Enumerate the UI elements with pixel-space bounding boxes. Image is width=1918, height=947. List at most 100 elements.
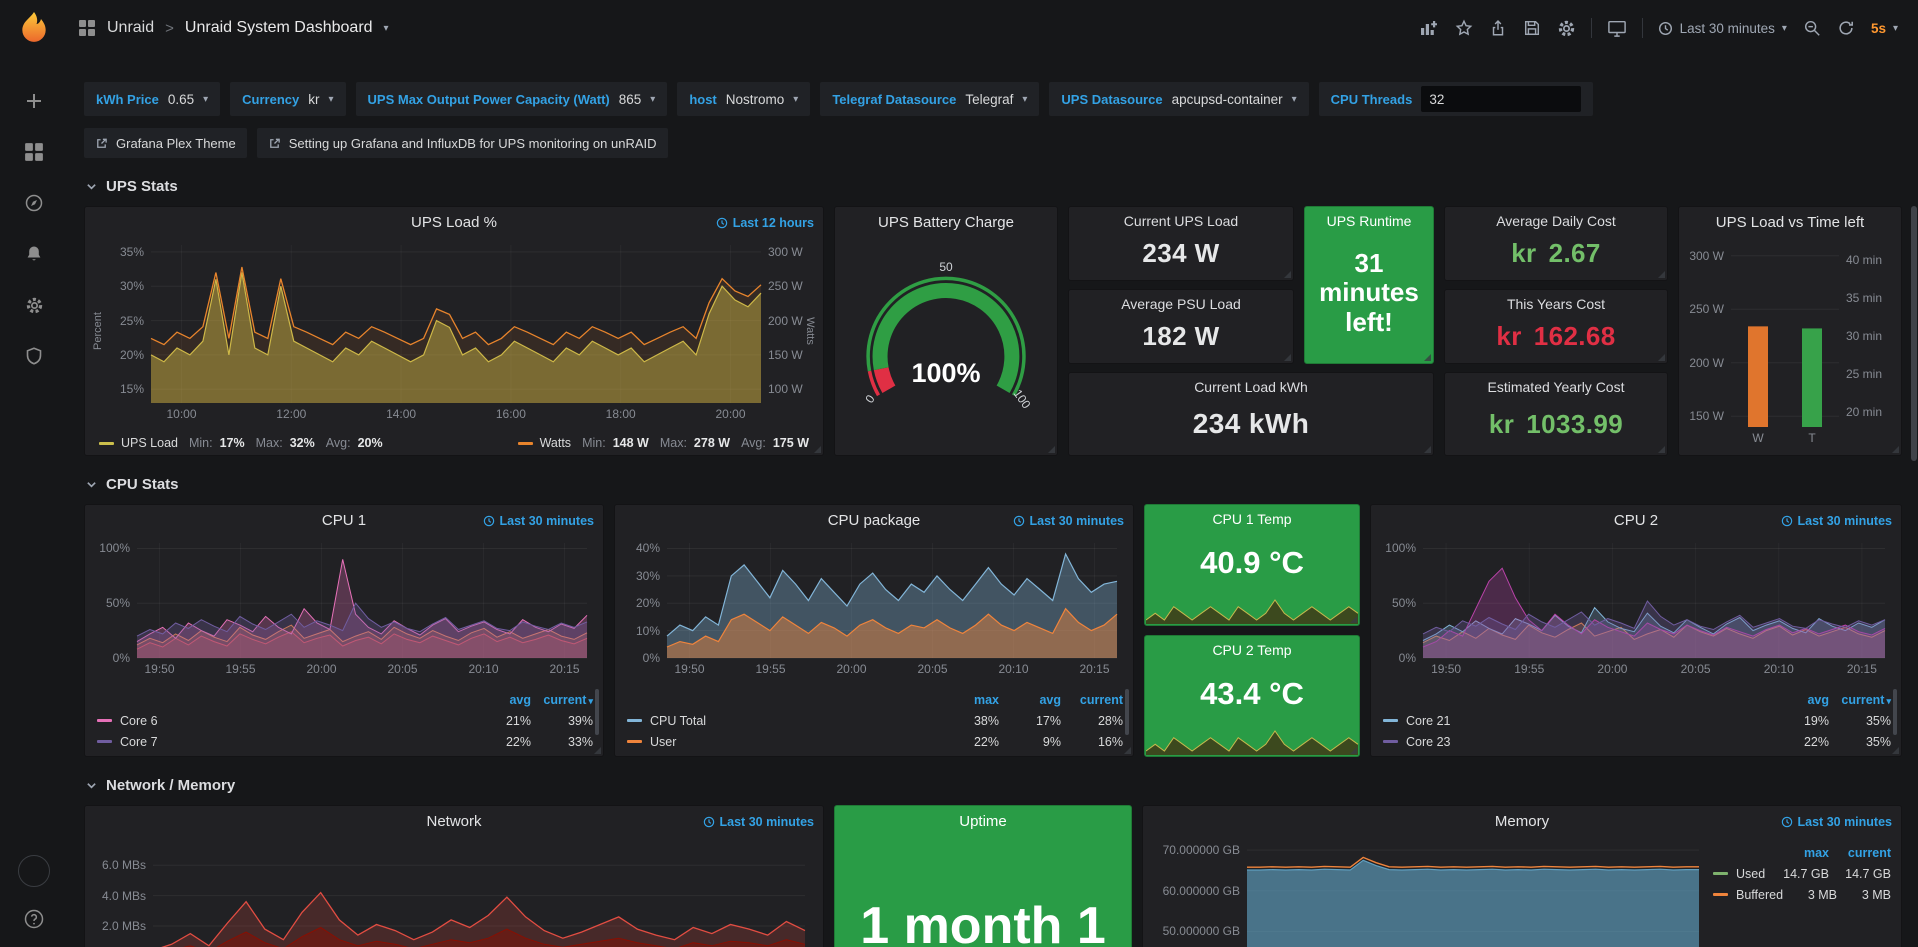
legend-item[interactable]: Core 6 (97, 714, 469, 728)
refresh-interval-picker[interactable]: 5s ▾ (1865, 13, 1904, 43)
dashboards-icon[interactable] (22, 140, 46, 164)
legend-sort-current[interactable]: current ▾ (543, 692, 593, 707)
panel-title[interactable]: Network (426, 813, 482, 830)
explore-icon[interactable] (22, 191, 46, 215)
series-color-dash (97, 719, 112, 722)
create-icon[interactable] (22, 89, 46, 113)
dashboard-links-row: Grafana Plex Theme Setting up Grafana an… (84, 128, 1902, 158)
panel-title[interactable]: UPS Load vs Time left (1715, 214, 1865, 231)
panel-title[interactable]: UPS Runtime (1326, 213, 1412, 229)
save-button[interactable] (1517, 13, 1547, 43)
panel-time-range[interactable]: Last 12 hours (716, 216, 814, 230)
load-vs-time-chart[interactable]: 150 W 200 W 250 W 300 W 20 min 25 min 30 min 35… (1689, 248, 1883, 445)
legend-scrollbar[interactable] (595, 689, 599, 735)
breadcrumb: Unraid > Unraid System Dashboard ▾ (78, 19, 389, 37)
time-range-picker[interactable]: Last 30 minutes ▾ (1652, 13, 1793, 43)
panel-title[interactable]: Current UPS Load (1123, 213, 1239, 229)
user-avatar[interactable] (18, 855, 50, 887)
variable-kwh-price[interactable]: kWh Price 0.65 ▾ (84, 82, 221, 116)
legend-sort-current[interactable]: current (1079, 692, 1123, 707)
panel-title[interactable]: This Years Cost (1506, 296, 1606, 312)
panel-title[interactable]: Average PSU Load (1121, 296, 1241, 312)
legend-item[interactable]: UPS Load Min: 17% Max: 32% Avg: 20% (99, 436, 383, 450)
configuration-gear-icon[interactable] (22, 293, 46, 317)
apps-grid-icon[interactable] (78, 19, 96, 37)
network-chart[interactable]: 2.0 MBs 4.0 MBs 6.0 MBs (93, 838, 813, 947)
variable-host[interactable]: host Nostromo ▾ (677, 82, 811, 116)
panel-title[interactable]: UPS Load % (411, 214, 497, 231)
section-network-memory[interactable]: Network / Memory (86, 775, 1902, 795)
panel-title[interactable]: Average Daily Cost (1496, 213, 1616, 229)
legend-sort-avg[interactable]: avg (1039, 692, 1061, 707)
cpu2-chart[interactable]: 0% 50% 100% 19:50 19:55 20:00 20:05 20:10 20:15 (1379, 537, 1893, 678)
legend-item[interactable]: User (627, 735, 937, 749)
legend-scrollbar[interactable] (1125, 689, 1129, 735)
legend-sort-avg[interactable]: avg (509, 692, 531, 707)
dashboard-content: kWh Price 0.65 ▾ Currency kr ▾ UPS Max Outpu… (68, 56, 1918, 947)
stat-value: 234 W (1142, 238, 1220, 268)
section-cpu-stats[interactable]: CPU Stats (86, 474, 1902, 494)
panel-time-range[interactable]: Last 30 minutes (1781, 815, 1892, 829)
legend-sort-avg[interactable]: avg (1807, 692, 1829, 707)
page-scrollbar[interactable] (1909, 56, 1918, 947)
panel-title[interactable]: Memory (1494, 813, 1550, 830)
legend-item[interactable]: Used (1713, 867, 1767, 881)
topbar: Unraid > Unraid System Dashboard ▾ Last … (68, 0, 1918, 56)
memory-chart[interactable]: 50.000000 GB 60.000000 GB 70.000000 GB (1151, 838, 1705, 947)
cpu-package-chart[interactable]: 0% 10% 20% 30% 40% 19:50 19:55 20:00 20:05 20:10 2… (623, 537, 1125, 678)
tv-mode-button[interactable] (1601, 13, 1633, 43)
panel-title[interactable]: CPU 1 (321, 512, 367, 529)
panel-title[interactable]: CPU 1 Temp (1212, 511, 1292, 527)
legend-item[interactable]: Core 7 (97, 735, 469, 749)
panel-time-range[interactable]: Last 30 minutes (1013, 514, 1124, 528)
help-icon[interactable] (22, 907, 46, 931)
panel-title[interactable]: CPU package (827, 512, 921, 529)
panel-time-range[interactable]: Last 30 minutes (703, 815, 814, 829)
server-admin-shield-icon[interactable] (22, 344, 46, 368)
cpu1-chart[interactable]: 0% 50% 100% 19:50 19:55 20:00 20:05 20:10 20:15 (93, 537, 595, 678)
cpu-threads-input[interactable] (1421, 86, 1582, 112)
panel-title[interactable]: CPU 2 (1613, 512, 1659, 529)
dashboard-link-plex-theme[interactable]: Grafana Plex Theme (84, 128, 247, 158)
panel-title[interactable]: Estimated Yearly Cost (1487, 379, 1625, 395)
dashboard-link-ups-monitoring[interactable]: Setting up Grafana and InfluxDB for UPS … (256, 128, 668, 158)
panel-time-range[interactable]: Last 30 minutes (1781, 514, 1892, 528)
refresh-button[interactable] (1831, 13, 1861, 43)
legend-item[interactable]: Buffered (1713, 888, 1783, 902)
legend-sort-max[interactable]: max (973, 692, 999, 707)
add-panel-button[interactable] (1413, 13, 1445, 43)
external-link-icon (268, 137, 281, 150)
legend-item[interactable]: Core 21 (1383, 714, 1767, 728)
alerting-bell-icon[interactable] (22, 242, 46, 266)
breadcrumb-folder[interactable]: Unraid (107, 19, 155, 36)
grafana-logo[interactable] (14, 9, 54, 49)
sidebar (0, 0, 68, 947)
legend-item[interactable]: Watts Min: 148 W Max: 278 W Avg: 175 W (517, 436, 809, 450)
panel-title[interactable]: Current Load kWh (1194, 379, 1308, 395)
section-ups-stats[interactable]: UPS Stats (86, 176, 1902, 196)
star-button[interactable] (1449, 13, 1479, 43)
variable-currency[interactable]: Currency kr ▾ (230, 82, 346, 116)
ups-load-chart[interactable]: 15% 20% 25% 30% 35% 100 W 150 W 200 W 250 W 300 W… (92, 244, 816, 421)
panel-title[interactable]: CPU 2 Temp (1212, 642, 1292, 658)
legend-scrollbar[interactable] (1893, 689, 1897, 735)
dashboard-title[interactable]: Unraid System Dashboard (184, 19, 373, 36)
dashboard-settings-button[interactable] (1551, 13, 1582, 43)
chevron-down-icon[interactable]: ▾ (383, 22, 389, 34)
legend-sort-current[interactable]: current (1847, 845, 1891, 860)
legend-sort-current[interactable]: current ▾ (1841, 692, 1891, 707)
legend-sort-max[interactable]: max (1803, 845, 1829, 860)
zoom-out-button[interactable] (1797, 13, 1827, 43)
legend-item[interactable]: CPU Total (627, 714, 937, 728)
share-button[interactable] (1483, 13, 1513, 43)
stat-value: 31 minutes left! (1319, 248, 1419, 337)
battery-gauge[interactable]: 0 50 100 100% (862, 260, 1034, 412)
panel-time-range[interactable]: Last 30 minutes (483, 514, 594, 528)
variable-telegraf-datasource[interactable]: Telegraf Datasource Telegraf ▾ (820, 82, 1040, 116)
legend-item[interactable]: Core 23 (1383, 735, 1767, 749)
panel-title[interactable]: Uptime (959, 813, 1007, 830)
scrollbar-thumb[interactable] (1911, 206, 1917, 461)
variable-ups-datasource[interactable]: UPS Datasource apcupsd-container ▾ (1049, 82, 1309, 116)
panel-title[interactable]: UPS Battery Charge (878, 214, 1014, 231)
variable-ups-max-output[interactable]: UPS Max Output Power Capacity (Watt) 865 ▾ (355, 82, 668, 116)
